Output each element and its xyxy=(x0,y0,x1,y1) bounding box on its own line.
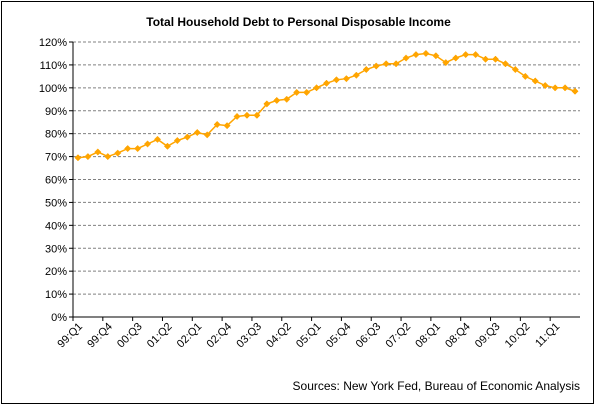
data-point xyxy=(124,145,132,153)
data-point xyxy=(482,55,490,63)
data-point xyxy=(193,128,201,137)
data-point xyxy=(541,81,549,90)
data-point xyxy=(322,79,331,87)
y-tick-label: 60% xyxy=(45,175,67,187)
x-tick-label: 04:Q2 xyxy=(264,321,294,351)
data-point xyxy=(422,49,430,58)
data-point xyxy=(362,65,370,74)
data-point xyxy=(223,122,231,130)
data-point xyxy=(313,84,321,92)
y-tick-label: 70% xyxy=(45,152,67,164)
data-point xyxy=(402,54,410,62)
data-point xyxy=(213,120,221,129)
y-tick-label: 10% xyxy=(45,289,67,301)
series-line xyxy=(77,52,576,159)
x-tick-label: 08:Q1 xyxy=(413,321,443,351)
data-point xyxy=(233,112,241,121)
data-point xyxy=(253,111,261,119)
x-tick-label: 00:Q3 xyxy=(115,321,145,351)
data-point xyxy=(412,51,420,59)
x-tick-label: 03:Q3 xyxy=(234,321,264,351)
data-point xyxy=(163,142,171,150)
y-tick-label: 50% xyxy=(45,197,67,209)
data-point xyxy=(332,76,340,84)
x-tick-label: 05:Q4 xyxy=(324,321,354,351)
source-note: Sources: New York Fed, Bureau of Economi… xyxy=(292,379,580,393)
x-tick-label: 09:Q3 xyxy=(473,321,503,351)
data-point xyxy=(84,153,92,161)
data-point xyxy=(153,135,162,143)
x-tick-label: 05:Q1 xyxy=(294,321,324,351)
data-point xyxy=(561,84,569,92)
data-point xyxy=(134,145,142,153)
y-tick-label: 0% xyxy=(51,312,67,324)
data-point xyxy=(521,72,529,80)
data-point xyxy=(442,59,450,67)
x-tick-label: 10:Q2 xyxy=(503,321,533,351)
data-point xyxy=(352,71,360,79)
y-tick-label: 90% xyxy=(45,106,67,118)
data-point xyxy=(501,60,509,68)
x-tick-label: 99:Q4 xyxy=(85,321,115,351)
data-point xyxy=(511,65,519,74)
gridlines xyxy=(73,41,580,295)
x-axis-ticks: 99:Q1 99:Q4 00:Q3 01:Q2 02:Q1 02:Q4 03:Q3 04:Q2… xyxy=(55,317,562,350)
y-tick-label: 30% xyxy=(45,243,67,255)
data-point xyxy=(462,51,470,59)
data-point xyxy=(74,154,82,162)
y-tick-label: 20% xyxy=(45,266,67,278)
data-point xyxy=(183,133,191,141)
x-tick-label: 02:Q4 xyxy=(205,321,235,351)
y-tick-label: 40% xyxy=(45,220,67,232)
x-tick-label: 11:Q1 xyxy=(533,321,562,350)
data-point xyxy=(283,95,291,103)
data-point xyxy=(531,77,539,85)
data-point xyxy=(144,140,152,148)
data-point xyxy=(551,84,559,92)
data-point xyxy=(491,55,500,63)
data-point xyxy=(104,153,112,161)
data-point xyxy=(114,149,122,157)
data-point xyxy=(392,60,400,68)
data-point xyxy=(173,136,181,145)
data-point xyxy=(432,52,440,60)
data-series xyxy=(74,49,579,162)
y-axis-ticks: 0% 10% 20% 30% 40% 50% 60% 70% 80% 90% 100% 110% 120… xyxy=(39,37,73,324)
data-point xyxy=(382,60,390,68)
y-tick-label: 100% xyxy=(39,83,67,95)
data-point xyxy=(372,62,380,70)
data-point xyxy=(452,54,460,62)
x-tick-label: 02:Q1 xyxy=(175,321,205,351)
data-point xyxy=(472,51,480,59)
data-point xyxy=(263,100,271,108)
x-tick-label: 08:Q4 xyxy=(443,321,473,351)
data-point xyxy=(571,87,579,95)
chart-title: Total Household Debt to Personal Disposa… xyxy=(146,15,451,29)
data-point xyxy=(243,111,251,119)
x-tick-label: 07:Q2 xyxy=(383,321,413,351)
data-point xyxy=(342,75,350,83)
x-tick-label: 06:Q3 xyxy=(354,321,384,351)
data-point xyxy=(203,131,211,139)
x-tick-label: 01:Q2 xyxy=(145,321,175,351)
y-tick-label: 120% xyxy=(39,37,67,49)
y-tick-label: 110% xyxy=(40,60,68,72)
data-point xyxy=(303,88,311,96)
y-tick-label: 80% xyxy=(45,129,67,141)
data-point xyxy=(273,96,281,104)
data-point xyxy=(94,148,102,156)
data-point xyxy=(293,88,301,96)
x-tick-label: 99:Q1 xyxy=(55,321,85,351)
